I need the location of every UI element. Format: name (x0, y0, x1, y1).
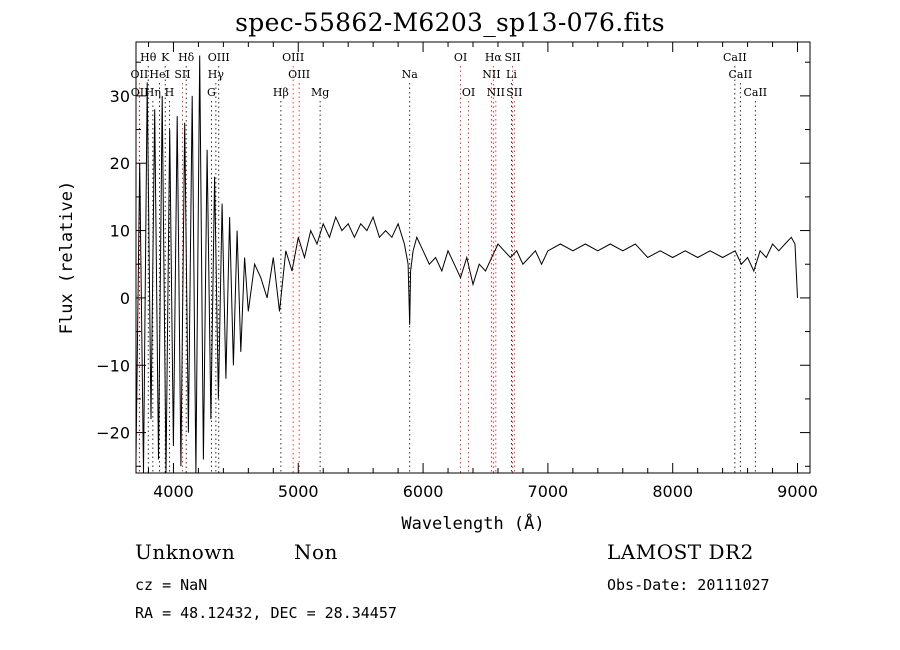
x-tick-label: 7000 (528, 482, 569, 501)
x-tick-label: 8000 (652, 482, 693, 501)
x-axis-label: Wavelength (Å) (401, 512, 544, 534)
line-marker-label: HeI (149, 68, 169, 81)
line-marker-label: NII (482, 68, 500, 81)
line-marker-label: SII (504, 51, 520, 64)
coordinates-line: RA = 48.12432, DEC = 28.34457 (135, 604, 397, 622)
y-tick-label: 30 (110, 87, 130, 106)
x-tick-label: 4000 (153, 482, 194, 501)
line-marker-label: Li (506, 68, 517, 81)
line-marker-label: SII (506, 86, 522, 99)
line-marker-label: Hα (485, 51, 503, 64)
line-marker-label: Hβ (273, 86, 289, 99)
y-axis-label: Flux (relative) (57, 181, 77, 335)
line-marker-label: OI (454, 51, 467, 64)
line-marker-label: K (161, 51, 170, 64)
line-marker-label: Mg (311, 86, 329, 99)
subclass-label: Non (294, 540, 338, 564)
survey-label: LAMOST DR2 (607, 540, 754, 564)
line-marker-label: Hδ (178, 51, 195, 64)
line-marker-label: Na (402, 68, 419, 81)
line-marker-label: OIII (208, 51, 230, 64)
y-tick-label: 20 (110, 154, 130, 173)
line-marker-label: Hγ (208, 68, 225, 81)
line-marker-label: OI (462, 86, 475, 99)
obs-date-line: Obs-Date: 20111027 (607, 576, 770, 594)
spectrum-line (135, 55, 798, 474)
axes: 4000 5000 6000 7000 8000 9000 −20 −10 0 10 20 30 Wav… (57, 42, 818, 534)
line-marker-label: OIII (288, 68, 310, 81)
y-tick-label: 10 (110, 222, 130, 241)
plot-frame (135, 41, 811, 474)
line-marker-label: NII (487, 86, 505, 99)
line-marker-label: Hη (145, 86, 161, 99)
x-tick-label: 5000 (278, 482, 319, 501)
line-marker-label: CaII (723, 51, 747, 64)
chart-title: spec-55862-M6203_sp13-076.fits (235, 8, 665, 37)
y-tick-label: −20 (96, 424, 130, 443)
line-marker-label: SII (174, 68, 190, 81)
y-tick-label: 0 (120, 289, 130, 308)
line-marker-label: OIII (282, 51, 304, 64)
redshift-line: cz = NaN (135, 576, 208, 594)
line-marker-label: CaII (743, 86, 767, 99)
line-marker-label: Hθ (140, 51, 157, 64)
line-marker-label: H (165, 86, 175, 99)
line-marker-label: CaII (729, 68, 753, 81)
line-marker-label: OII (131, 68, 149, 81)
class-label: Unknown (135, 540, 236, 564)
x-tick-label: 9000 (777, 482, 818, 501)
x-tick-label: 6000 (403, 482, 444, 501)
line-marker-label: G (207, 86, 216, 99)
y-tick-label: −10 (96, 356, 130, 375)
